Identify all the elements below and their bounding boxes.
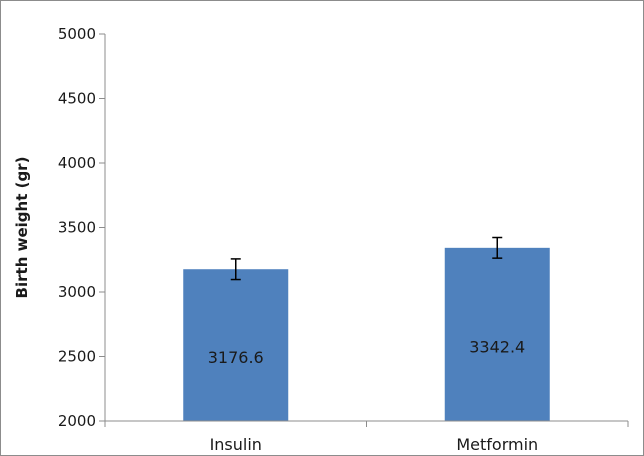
y-tick-label: 3000 (58, 283, 96, 301)
y-tick-label: 2500 (58, 348, 96, 366)
y-tick-label: 5000 (58, 25, 96, 43)
y-tick-label: 4500 (58, 90, 96, 108)
bar-insulin (183, 269, 289, 421)
data-label: 3176.6 (208, 348, 264, 367)
bars (183, 247, 550, 421)
x-category-label: Metformin (456, 435, 538, 454)
bar-metformin (444, 247, 550, 421)
y-axis-label: Birth weight (gr) (13, 157, 31, 299)
y-tick-label: 4000 (58, 154, 96, 172)
category-labels: Insulin Metformin (104, 421, 629, 454)
x-category-label: Insulin (210, 435, 262, 454)
error-bars (230, 236, 503, 281)
y-tick-label: 2000 (58, 412, 96, 430)
y-tick-label: 3500 (58, 219, 96, 237)
y-axis-ticks: 2000 2500 3000 3500 4000 4500 5000 (58, 25, 105, 430)
data-label: 3342.4 (469, 337, 525, 356)
data-labels: 3176.6 3342.4 (208, 337, 525, 367)
